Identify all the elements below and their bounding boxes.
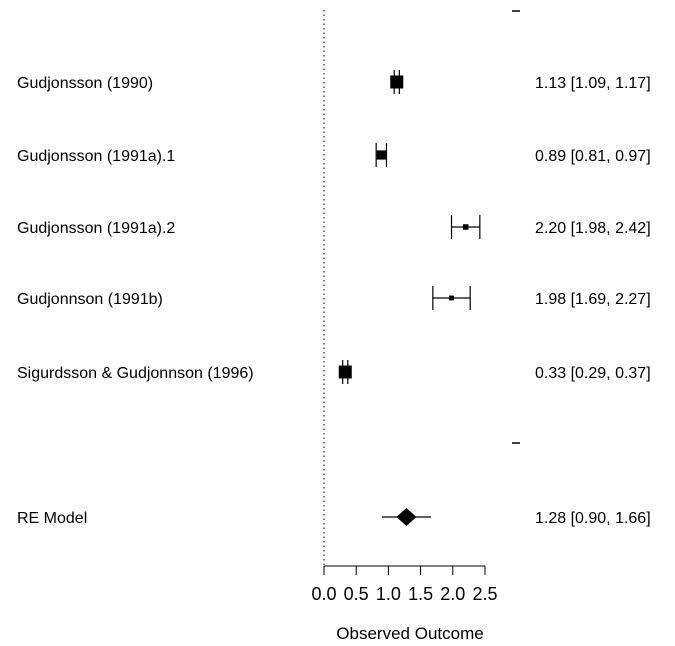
x-axis: 0.0 0.5 1.0 1.5 2.0 2.5 xyxy=(311,565,498,604)
summary-diamond xyxy=(396,508,417,526)
point-estimate xyxy=(462,224,469,230)
point-estimate xyxy=(338,365,352,379)
summary-label: RE Model xyxy=(17,510,87,527)
x-tick-label: 1.5 xyxy=(408,584,433,604)
plot-marks xyxy=(323,10,520,565)
x-tick-label: 0.5 xyxy=(344,584,369,604)
study-labels: Gudjonsson (1990) Gudjonsson (1991a).1 Gud… xyxy=(17,75,254,527)
summary-ci-text: 1.28 [0.90, 1.66] xyxy=(535,510,651,527)
study-label: Gudjonsson (1991a).2 xyxy=(17,220,175,237)
ci-text: 2.20 [1.98, 2.42] xyxy=(535,220,651,237)
ci-text: 0.89 [0.81, 0.97] xyxy=(535,148,651,165)
x-tick-label: 2.5 xyxy=(472,584,497,604)
x-tick-label: 1.0 xyxy=(376,584,401,604)
study-label: Gudjonsson (1991a).1 xyxy=(17,148,175,165)
x-tick-label: 0.0 xyxy=(311,584,336,604)
ci-text-column: 1.13 [1.09, 1.17] 0.89 [0.81, 0.97] 2.20 [… xyxy=(535,75,651,527)
point-estimate xyxy=(390,75,404,89)
point-estimate xyxy=(449,295,454,301)
ci-text: 0.33 [0.29, 0.37] xyxy=(535,365,651,382)
x-tick-label: 2.0 xyxy=(440,584,465,604)
x-axis-label: Observed Outcome xyxy=(336,624,483,643)
study-label: Gudjonnson (1991b) xyxy=(17,291,163,308)
study-label: Gudjonsson (1990) xyxy=(17,75,153,92)
point-estimate xyxy=(376,150,386,160)
ci-text: 1.13 [1.09, 1.17] xyxy=(535,75,651,92)
study-label: Sigurdsson & Gudjonnson (1996) xyxy=(17,365,254,382)
ci-text: 1.98 [1.69, 2.27] xyxy=(535,291,651,308)
